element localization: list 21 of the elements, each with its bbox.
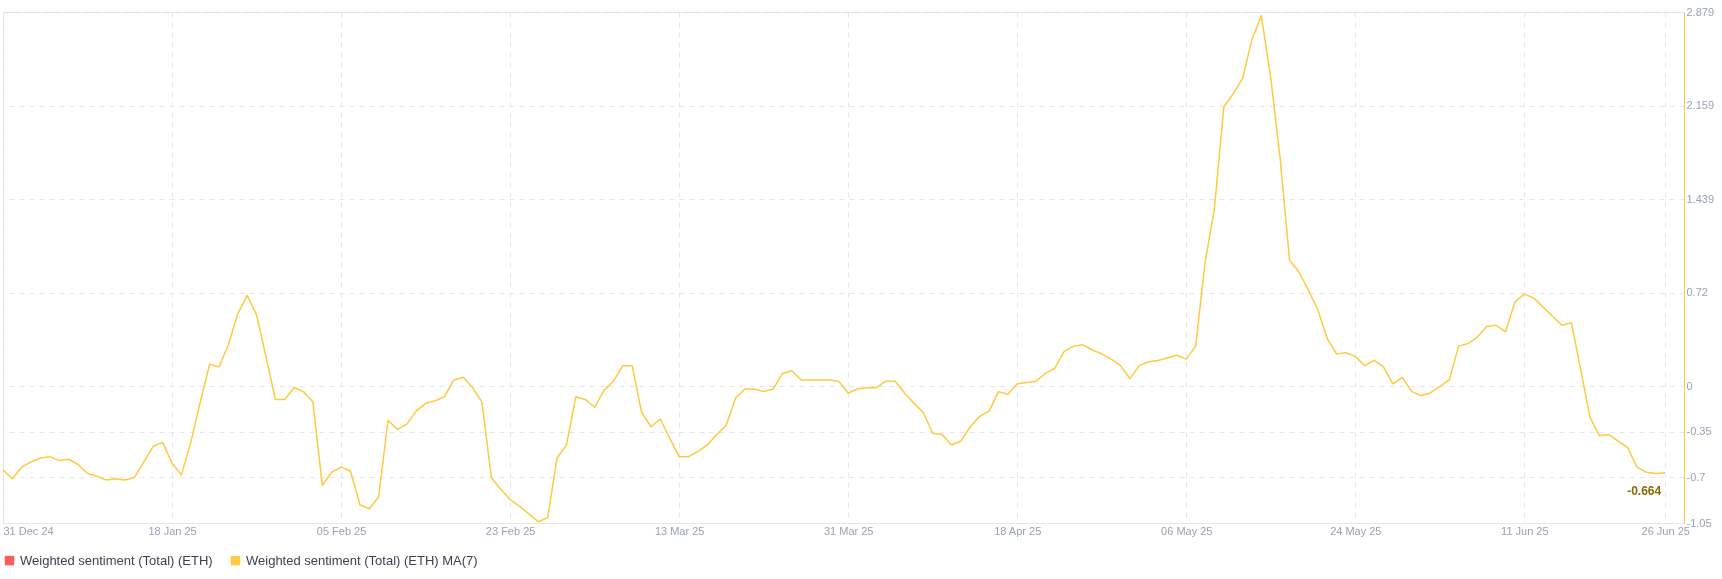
- x-tick-label: 23 Feb 25: [485, 524, 536, 537]
- annotation: -0.664: [1627, 483, 1662, 498]
- x-tick-label: 18 Apr 25: [994, 524, 1042, 537]
- x-tick-label: 11 Jun 25: [1501, 524, 1549, 537]
- line-series: [2, 15, 1666, 523]
- x-tick-label: 06 May 25: [1161, 524, 1213, 537]
- y-tick-label: -0.35: [1686, 425, 1712, 438]
- x-tick-label: 18 Jan 25: [148, 524, 197, 537]
- y-tick-label: 0.72: [1686, 286, 1708, 299]
- y-tick-label: 2.159: [1686, 99, 1715, 112]
- legend-label: Weighted sentiment (Total) (ETH) MA(7): [246, 552, 478, 568]
- x-tick-label: 24 May 25: [1330, 524, 1382, 537]
- x-tick-label: 31 Dec 24: [3, 524, 54, 537]
- y-tick-label: 0: [1686, 379, 1693, 392]
- x-tick-label: 05 Feb 25: [316, 524, 367, 537]
- x-tick-label: 13 Mar 25: [654, 524, 705, 537]
- y-tick-label: 2.879: [1686, 5, 1715, 18]
- legend-label: Weighted sentiment (Total) (ETH): [20, 552, 213, 568]
- y-tick-label: -0.7: [1686, 470, 1706, 483]
- x-tick-label: 31 Mar 25: [823, 524, 874, 537]
- y-tick-label: 1.439: [1686, 192, 1715, 205]
